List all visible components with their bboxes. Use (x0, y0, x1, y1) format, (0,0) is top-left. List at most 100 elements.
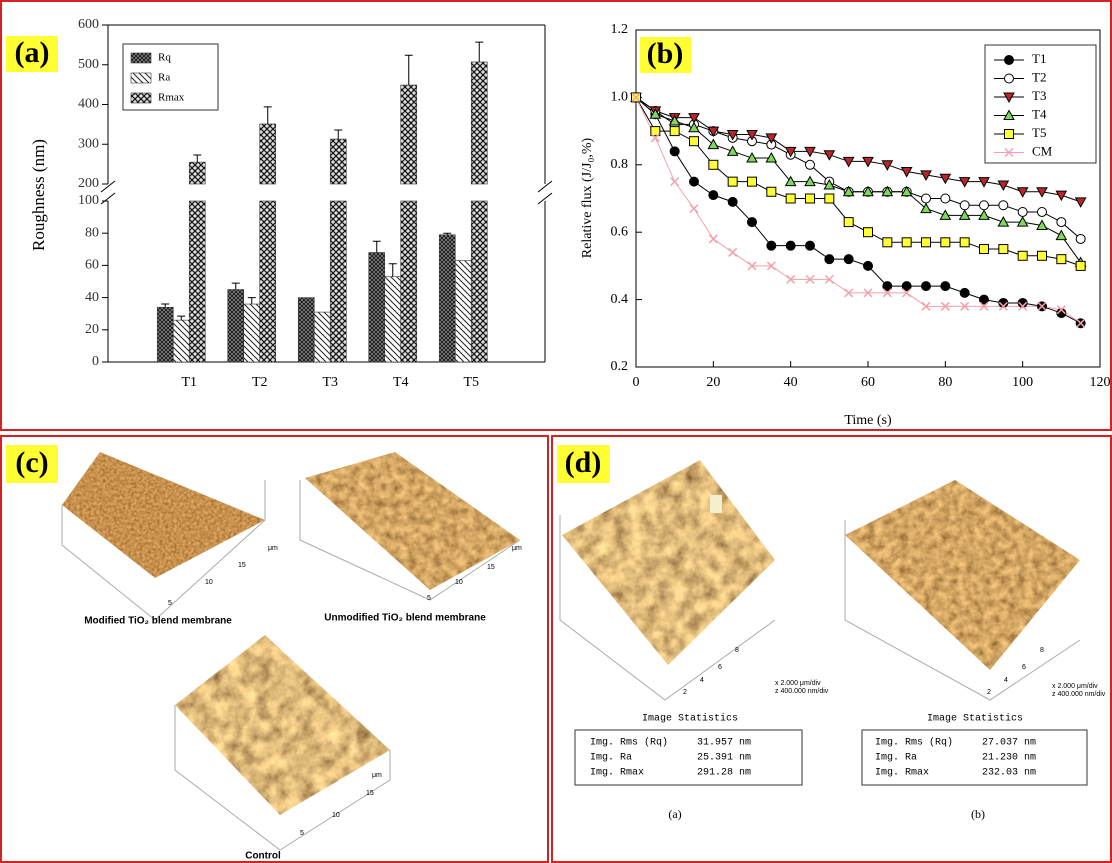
afm-axis-label: μm (372, 772, 382, 779)
marker (806, 194, 815, 203)
marker (1005, 56, 1014, 65)
afm-scale: x 2.000 μm/div (775, 680, 821, 687)
marker (728, 146, 738, 155)
y-tick-label: 500 (78, 57, 99, 72)
marker (960, 288, 969, 297)
legend-swatch (131, 93, 151, 103)
afm-axis-label: 10 (205, 579, 213, 586)
marker (980, 245, 989, 254)
panel-label: (b) (647, 37, 684, 70)
afm-axis-label: 4 (700, 677, 704, 684)
figure: (c) μm 15 10 5 Modified TiO₂ blend membr… (0, 0, 1112, 863)
x-tick-label: 40 (784, 375, 798, 390)
legend-label: T2 (1032, 69, 1046, 84)
marker (806, 241, 815, 250)
afm-axis-label: μm (268, 545, 278, 552)
marker (1056, 231, 1066, 240)
marker (1056, 191, 1066, 200)
afm-axis-label: 5 (300, 830, 304, 837)
legend-label: T1 (1032, 51, 1046, 66)
marker (690, 177, 699, 186)
error-bar (161, 304, 169, 307)
y-tick-label: 0.2 (611, 359, 629, 374)
stats-key: Img. Rms (Rq) (590, 737, 668, 749)
x-tick-label: 120 (1090, 375, 1111, 390)
marker (824, 151, 834, 160)
afm-peak (710, 495, 722, 513)
marker (960, 201, 969, 210)
bar (401, 201, 417, 362)
legend-label: CM (1032, 143, 1053, 158)
marker (786, 241, 795, 250)
marker (864, 228, 873, 237)
stats-value: 232.03 nm (982, 768, 1036, 779)
bar (228, 290, 244, 362)
x-tick-label: 0 (633, 375, 640, 390)
bar (157, 307, 173, 362)
y-tick-label: 200 (78, 176, 99, 191)
panel-c: (c) μm 15 10 5 Modified TiO₂ blend membr… (6, 445, 522, 862)
stats-value: 31.957 nm (697, 738, 751, 749)
error-bar (475, 42, 483, 62)
afm-image: 8 6 4 2 x 2.000 μm/div z 400.000 nm/div … (560, 460, 829, 821)
stats-key: Img. Rms (Rq) (875, 737, 953, 749)
stats-key: Img. Ra (875, 753, 917, 764)
afm-axis-label: 4 (1004, 677, 1008, 684)
marker (709, 235, 717, 243)
marker (690, 137, 699, 146)
marker (767, 241, 776, 250)
y-tick-label: 1.2 (611, 22, 629, 37)
afm-axis-label: 15 (238, 562, 246, 569)
y-axis-label: Roughness (nm) (29, 139, 48, 251)
bar (189, 201, 205, 362)
y-tick-label: 300 (78, 136, 99, 151)
bar (260, 124, 276, 184)
bar (298, 298, 314, 362)
marker (825, 194, 834, 203)
afm-axis-label: 6 (1022, 664, 1026, 671)
x-tick-label: T5 (463, 375, 479, 390)
stats-key: Img. Rmax (590, 768, 644, 779)
marker (1076, 234, 1085, 243)
afm-scale: z 400.000 nm/div (1052, 691, 1106, 698)
y-tick-label: 1.0 (611, 90, 629, 105)
afm-caption: Unmodified TiO₂ blend membrane (324, 613, 486, 624)
stats-key: Img. Rmax (875, 768, 929, 779)
afm-axis-label: 15 (487, 564, 495, 571)
marker (1005, 130, 1014, 139)
marker (980, 201, 989, 210)
afm-axis-label: μm (512, 545, 522, 552)
marker (671, 178, 679, 186)
afm-caption: (a) (668, 807, 681, 821)
afm-image: μm 15 10 5 Control (175, 635, 390, 862)
afm-scale: z 400.000 nm/div (775, 688, 829, 695)
afm-axis-label: 8 (1040, 647, 1044, 654)
marker (709, 160, 718, 169)
y-tick-label: 80 (85, 225, 99, 240)
stats-value: 291.28 nm (697, 768, 751, 779)
bar (314, 312, 330, 362)
marker (670, 127, 679, 136)
bar (471, 201, 487, 362)
bar (455, 261, 471, 362)
error-bar (232, 283, 240, 289)
x-tick-label: 80 (938, 375, 952, 390)
page: {"chart_data": [ {"type": "bar", "panel_… (0, 0, 1112, 863)
panel-label: (a) (15, 36, 50, 69)
marker (786, 194, 795, 203)
marker (922, 238, 931, 247)
marker (728, 197, 737, 206)
legend-label: T4 (1032, 106, 1047, 121)
y-tick-label: 40 (85, 290, 99, 305)
panel-label: (d) (565, 446, 602, 479)
afm-surface (845, 480, 1080, 670)
y-tick-label: 60 (85, 258, 99, 273)
marker (1076, 261, 1085, 270)
legend-label: Rq (158, 52, 171, 64)
marker (999, 245, 1008, 254)
marker (844, 218, 853, 227)
x-tick-label: T3 (322, 375, 338, 390)
panel-label: (c) (15, 446, 48, 479)
afm-caption: Control (245, 851, 281, 862)
marker (1005, 74, 1014, 83)
